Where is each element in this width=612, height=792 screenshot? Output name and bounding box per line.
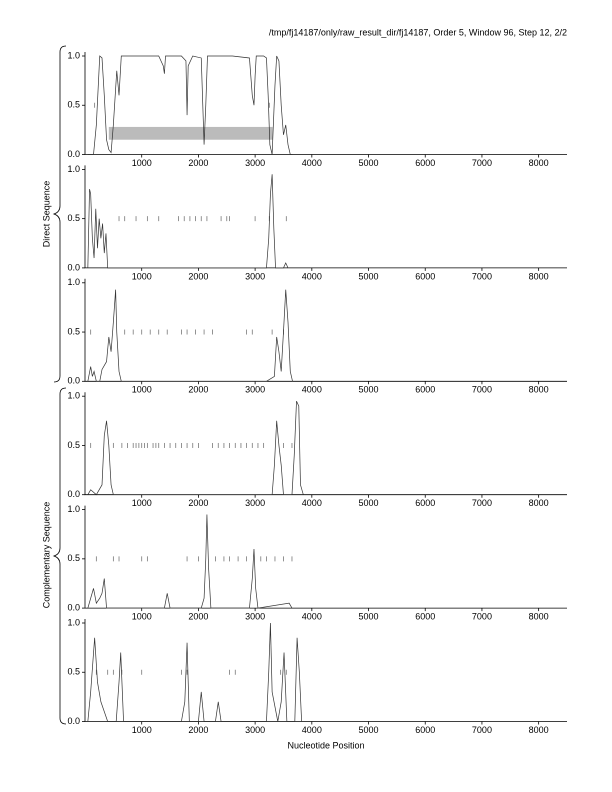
y-tick-label: 0.5: [67, 100, 80, 110]
x-tick-label: 4000: [302, 271, 322, 281]
y-tick-label: 1.0: [67, 50, 80, 60]
x-tick-label: 2000: [188, 725, 208, 735]
y-tick-label: 0.0: [67, 489, 80, 499]
axis-frame: [84, 505, 567, 609]
x-tick-label: 1000: [132, 611, 152, 621]
x-tick-label: 2000: [188, 498, 208, 508]
y-tick-label: 0.0: [67, 262, 80, 272]
x-axis-label: Nucleotide Position: [287, 740, 364, 750]
x-tick-label: 2000: [188, 271, 208, 281]
x-tick-label: 2000: [188, 611, 208, 621]
x-tick-label: 1000: [132, 498, 152, 508]
y-tick-label: 0.0: [67, 149, 80, 159]
series-line: [87, 174, 289, 269]
x-tick-label: 7000: [472, 385, 492, 395]
group-label: Direct Sequence: [41, 181, 51, 248]
axis-frame: [84, 278, 567, 382]
y-tick-label: 0.5: [67, 667, 80, 677]
x-tick-label: 7000: [472, 498, 492, 508]
axis-frame: [84, 392, 567, 496]
x-tick-label: 1000: [132, 158, 152, 168]
x-tick-label: 5000: [359, 611, 379, 621]
x-tick-label: 8000: [529, 611, 549, 621]
x-tick-label: 5000: [359, 158, 379, 168]
x-tick-label: 4000: [302, 498, 322, 508]
y-tick-label: 1.0: [67, 617, 80, 627]
x-tick-label: 8000: [529, 158, 549, 168]
x-tick-label: 6000: [415, 271, 435, 281]
x-tick-label: 3000: [245, 611, 265, 621]
x-tick-label: 2000: [188, 385, 208, 395]
x-tick-label: 3000: [245, 271, 265, 281]
group-label: Complementary Sequence: [41, 502, 51, 609]
x-tick-label: 1000: [132, 725, 152, 735]
x-tick-label: 7000: [472, 725, 492, 735]
y-tick-label: 0.5: [67, 213, 80, 223]
x-tick-label: 5000: [359, 271, 379, 281]
x-tick-label: 6000: [415, 498, 435, 508]
x-tick-label: 4000: [302, 611, 322, 621]
y-tick-label: 0.5: [67, 553, 80, 563]
x-tick-label: 8000: [529, 498, 549, 508]
y-tick-label: 0.5: [67, 440, 80, 450]
x-tick-label: 1000: [132, 271, 152, 281]
y-tick-label: 0.0: [67, 602, 80, 612]
x-tick-label: 8000: [529, 271, 549, 281]
x-tick-label: 4000: [302, 725, 322, 735]
x-tick-label: 5000: [359, 725, 379, 735]
x-tick-label: 8000: [529, 725, 549, 735]
x-tick-label: 6000: [415, 158, 435, 168]
axis-frame: [84, 619, 567, 722]
x-tick-label: 7000: [472, 158, 492, 168]
y-tick-label: 1.0: [67, 391, 80, 401]
y-tick-label: 0.0: [67, 716, 80, 726]
series-line: [87, 400, 304, 496]
y-tick-label: 1.0: [67, 164, 80, 174]
x-tick-label: 4000: [302, 385, 322, 395]
y-tick-label: 0.5: [67, 326, 80, 336]
y-tick-label: 1.0: [67, 504, 80, 514]
x-tick-label: 3000: [245, 158, 265, 168]
x-tick-label: 8000: [529, 385, 549, 395]
series-line: [87, 514, 293, 609]
series-line: [87, 55, 293, 155]
series-line: [87, 622, 302, 722]
x-tick-label: 3000: [245, 498, 265, 508]
x-tick-label: 3000: [245, 385, 265, 395]
x-tick-label: 5000: [359, 498, 379, 508]
x-tick-label: 6000: [415, 385, 435, 395]
x-tick-label: 5000: [359, 385, 379, 395]
region: [108, 126, 273, 140]
axis-frame: [84, 165, 567, 269]
x-tick-label: 3000: [245, 725, 265, 735]
brace: [52, 387, 67, 725]
x-tick-label: 6000: [415, 611, 435, 621]
brace: [52, 45, 67, 383]
y-tick-label: 1.0: [67, 277, 80, 287]
x-tick-label: 4000: [302, 158, 322, 168]
x-tick-label: 6000: [415, 725, 435, 735]
y-tick-label: 0.0: [67, 376, 80, 386]
page-title: /tmp/fj14187/only/raw_result_dir/fj14187…: [269, 27, 567, 37]
x-tick-label: 7000: [472, 611, 492, 621]
x-tick-label: 2000: [188, 158, 208, 168]
series-line: [87, 289, 293, 382]
x-tick-label: 7000: [472, 271, 492, 281]
x-tick-label: 1000: [132, 385, 152, 395]
